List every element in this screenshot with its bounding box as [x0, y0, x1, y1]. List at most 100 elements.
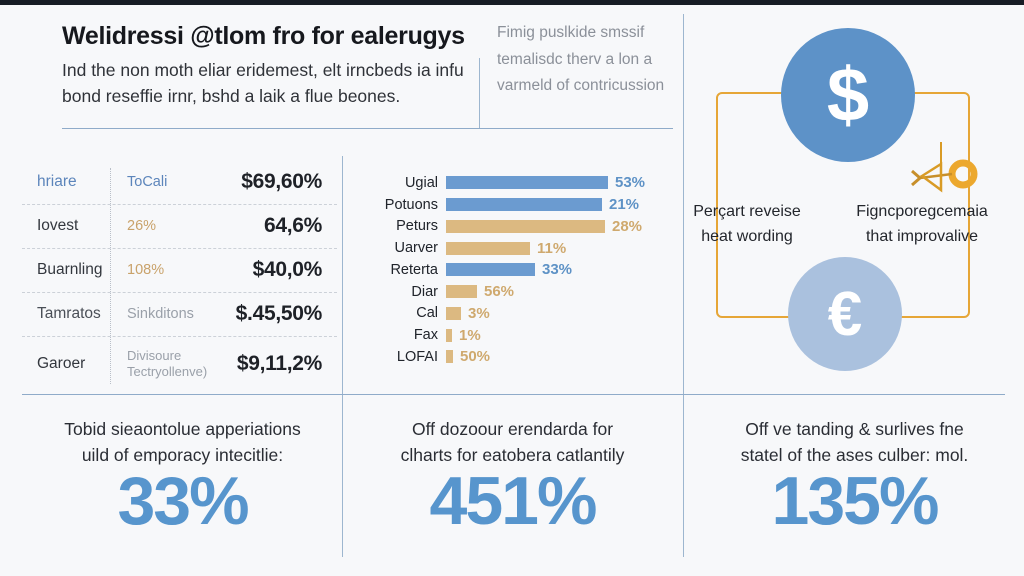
side-note: Fimig puslkide smssif temalisdc therv a …: [497, 20, 677, 100]
euro-circle: €: [788, 257, 902, 371]
stat-caption: Off dozoour erendarda for clharts for ea…: [370, 416, 655, 469]
bar-row: Ugial 53%: [360, 172, 680, 194]
table-row: Buarnling 108% $40,0%: [22, 248, 337, 292]
bar-row: Diar 56%: [360, 281, 680, 303]
bar-row: Potuons 21%: [360, 194, 680, 216]
table-row-label: Garoer: [37, 355, 86, 372]
bar-value: 50%: [460, 348, 491, 366]
stat-caption-line-2: clharts for eatobera catlantily: [400, 445, 625, 466]
bar-row: Uarver 11%: [360, 237, 680, 259]
bar: [446, 328, 452, 342]
right-panel-label-right: Figncporegcemaia that improvalive: [852, 200, 992, 250]
bar: [446, 219, 605, 233]
subtitle-line-1: Ind the non moth eliar eridemest, elt ir…: [62, 60, 464, 80]
bar: [446, 306, 461, 320]
label-right-line-1: Figncporegcemaia: [856, 203, 988, 220]
stat-caption-line-2: uild of emporacy intecitlie:: [81, 445, 284, 466]
label-left-line-1: Perçart reveise: [693, 203, 801, 220]
stat-caption: Tobid sieaontolue apperiations uild of e…: [45, 416, 320, 469]
bar-value: 53%: [615, 174, 646, 192]
bar: [446, 241, 530, 255]
table-row-mid: Sinkditons: [127, 305, 194, 322]
table-row-mid: Divisoure Tectryollenve): [127, 347, 208, 379]
note-line-2: temalisdc therv a lon a: [497, 50, 653, 68]
bar-label: Peturs: [396, 218, 438, 235]
bar: [446, 263, 535, 277]
table-row-label: Iovest: [37, 217, 79, 234]
table-row-value: $69,60%: [241, 170, 322, 193]
table-row: Garoer Divisoure Tectryollenve) $9,11,2%: [22, 336, 337, 392]
stat-caption-line-1: Off dozoour erendarda for: [411, 419, 614, 439]
bar-row: Cal 3%: [360, 303, 680, 325]
table-separator: [22, 248, 337, 249]
stat-value: 135%: [771, 463, 940, 539]
bar: [446, 285, 477, 299]
bar-label: Cal: [416, 305, 438, 322]
table-separator: [22, 292, 337, 293]
bar: [446, 198, 602, 212]
stat-caption-line-1: Off ve tanding & surlives fne: [745, 419, 964, 439]
table-row-value: $40,0%: [252, 258, 323, 281]
bar-row: Fax 1%: [360, 324, 680, 346]
bar-label: Potuons: [384, 196, 438, 213]
divider-table-chart: [342, 156, 343, 557]
table-row: Tamratos Sinkditons $.45,50%: [22, 292, 337, 336]
table-separator: [22, 204, 337, 205]
page-title: Welidressi @tlom fro for ealerugys: [62, 22, 465, 50]
bar-value: 3%: [468, 304, 490, 322]
table-row-label: hriare: [37, 173, 77, 190]
stat-value: 451%: [429, 463, 598, 539]
bar-value: 21%: [609, 196, 640, 214]
bar-row: Reterta 33%: [360, 259, 680, 281]
bar-label: Diar: [411, 283, 438, 300]
summary-table: hriare ToCali $69,60% Iovest 26% 64,6% B…: [22, 160, 337, 392]
table-column-divider: [110, 168, 112, 384]
stat-caption: Off ve tanding & surlives fne statel of …: [712, 416, 997, 469]
table-row-value: 64,6%: [263, 214, 322, 237]
bar-value: 28%: [612, 217, 643, 235]
table-row-mid: 26%: [127, 217, 157, 234]
bar-label: Ugial: [404, 174, 438, 191]
bar-row: LOFAI 50%: [360, 346, 680, 368]
bar-label: Reterta: [390, 261, 438, 278]
table-row-value: $9,11,2%: [236, 352, 322, 375]
table-row-mid: ToCali: [127, 173, 168, 190]
label-right-line-2: that improvalive: [865, 227, 979, 245]
note-line-1: Fimig puslkide smssif: [497, 24, 645, 41]
page-subtitle: Ind the non moth eliar eridemest, elt ir…: [62, 57, 482, 110]
bar: [446, 350, 453, 364]
bar-label: Fax: [413, 327, 438, 344]
right-panel-label-left: Perçart reveise heat wording: [688, 200, 806, 250]
table-row-mid: 108%: [127, 261, 165, 278]
stat-caption-line-2: statel of the ases culber: mol.: [740, 445, 969, 466]
bar-label: Uarver: [394, 240, 438, 257]
bar: [446, 176, 608, 190]
table-row-label: Buarnling: [37, 261, 103, 278]
table-row-value: $.45,50%: [235, 302, 323, 325]
subtitle-line-2: bond reseffie irnr, bshd a laik a flue b…: [62, 86, 401, 107]
bar-label: LOFAI: [396, 348, 438, 365]
euro-icon: €: [827, 279, 863, 349]
divider-main-right: [683, 14, 684, 557]
key-icon: [908, 140, 978, 207]
table-row: hriare ToCali $69,60%: [22, 160, 337, 204]
divider-title-note: [479, 58, 480, 128]
bar-value: 33%: [542, 261, 573, 279]
bar-value: 56%: [484, 283, 515, 301]
bar-row: Peturs 28%: [360, 216, 680, 238]
divider-under-header: [62, 128, 673, 129]
stat-caption-line-1: Tobid sieaontolue apperiations: [64, 419, 301, 439]
label-left-line-2: heat wording: [701, 227, 793, 245]
bar-value: 1%: [459, 326, 481, 344]
dollar-circle: $: [781, 28, 915, 162]
top-border-bar: [0, 0, 1024, 5]
divider-above-stats: [22, 394, 1005, 395]
table-row-label: Tamratos: [37, 305, 101, 322]
stat-value: 33%: [117, 463, 249, 539]
bar-chart: Ugial 53% Potuons 21% Peturs 28% Uarver …: [360, 172, 680, 368]
table-row: Iovest 26% 64,6%: [22, 204, 337, 248]
bar-value: 11%: [537, 239, 567, 257]
table-separator: [22, 336, 337, 337]
note-line-3: varmeld of contricussion: [497, 77, 665, 95]
